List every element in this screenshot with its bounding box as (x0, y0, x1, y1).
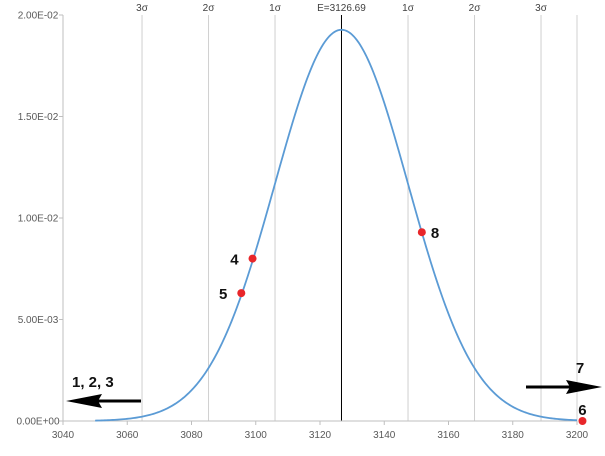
sigma-label: 3σ (136, 3, 149, 14)
x-tick-label: 3140 (373, 430, 396, 441)
x-tick-label: 3180 (502, 430, 525, 441)
sigma-label: 1σ (269, 3, 282, 14)
y-tick-label: 1.00E-02 (18, 214, 59, 225)
left-arrow-head (66, 394, 102, 408)
point-label: 6 (578, 402, 586, 419)
arrow-label-right: 7 (576, 360, 584, 377)
point-label: 4 (230, 252, 239, 269)
y-tick-label: 1.50E-02 (18, 112, 59, 123)
right-arrow-head (566, 380, 602, 394)
y-tick-label: 5.00E-03 (18, 315, 59, 326)
x-tick-label: 3160 (437, 430, 460, 441)
grid-layer (141, 15, 542, 421)
point-label: 5 (219, 286, 227, 303)
sigma-label: 2σ (203, 3, 216, 14)
arrows-layer (66, 380, 602, 408)
data-point (578, 417, 587, 425)
point-label: 8 (431, 225, 439, 242)
x-tick-label: 3200 (566, 430, 589, 441)
axes-layer: 3040 3060 3080 3100 3120 3140 3160 3180 3200 0.00… (16, 11, 588, 442)
y-tick-label: 0.00E+00 (16, 417, 60, 428)
x-tick-label: 3120 (309, 430, 332, 441)
data-point (237, 289, 246, 298)
sigma-label: 2σ (469, 3, 482, 14)
x-tick-label: 3060 (116, 430, 139, 441)
x-tick-label: 3100 (245, 430, 268, 441)
mean-label: E=3126.69 (317, 3, 366, 14)
x-tick-label: 3080 (180, 430, 203, 441)
curve-layer (95, 28, 578, 422)
arrow-label-left: 1, 2, 3 (72, 374, 114, 391)
data-point (417, 228, 426, 237)
distribution-curve (95, 28, 578, 422)
x-tick-label: 3040 (52, 430, 75, 441)
points-layer (237, 228, 587, 425)
sigma-label: 3σ (535, 3, 548, 14)
sigma-label: 1σ (402, 3, 415, 14)
labels-layer: 3σ 2σ 1σ 1σ 2σ 3σ E=3126.69 45 8 6 1, 2, 3 7 (72, 3, 587, 419)
data-point (248, 254, 257, 263)
y-tick-label: 2.00E-02 (18, 11, 59, 22)
